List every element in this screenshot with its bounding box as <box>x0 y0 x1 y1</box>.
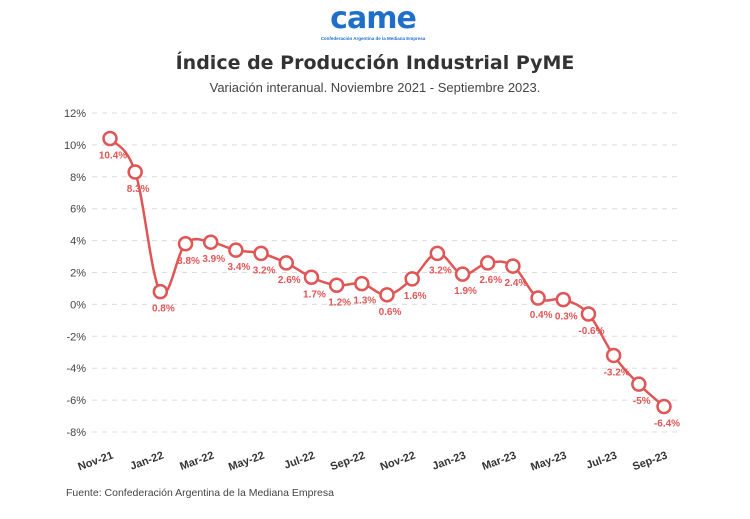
data-point <box>404 271 420 287</box>
data-point <box>580 306 597 322</box>
data-point <box>202 234 219 250</box>
data-point <box>505 258 521 274</box>
data-point <box>631 376 647 392</box>
x-tick-label: Jul-22 <box>282 450 316 472</box>
data-point <box>605 347 622 364</box>
y-tick-label: 10% <box>64 140 86 152</box>
data-label: 1.7% <box>303 289 326 300</box>
data-label: 0.6% <box>379 307 402 318</box>
data-label: 0.4% <box>530 310 553 321</box>
data-label: 1.6% <box>404 291 427 302</box>
data-point <box>253 245 269 262</box>
logo-mark: came <box>330 1 417 36</box>
x-tick-label: May-22 <box>227 450 266 474</box>
data-label: -6.4% <box>654 418 680 429</box>
y-tick-label: -6% <box>66 395 86 407</box>
y-tick-label: 8% <box>70 172 86 184</box>
data-label: 0.8% <box>152 304 175 315</box>
data-point <box>177 236 194 252</box>
x-tick-label: Mar-23 <box>481 450 518 473</box>
x-tick-label: Sep-22 <box>329 450 367 474</box>
y-tick-label: -4% <box>66 363 86 375</box>
x-tick-label: May-23 <box>529 450 568 474</box>
data-point <box>530 290 546 306</box>
data-label: 8.3% <box>127 184 150 195</box>
data-point <box>429 245 446 262</box>
y-tick-label: 2% <box>70 268 86 280</box>
data-point <box>354 275 370 292</box>
data-point <box>152 283 169 300</box>
x-tick-label: Jan-23 <box>431 450 468 473</box>
data-label: 1.2% <box>328 297 351 308</box>
came-logo: came Confederación Argentina de la Media… <box>318 2 428 50</box>
data-point <box>278 255 295 271</box>
data-label: 1.3% <box>353 296 376 307</box>
source-note: Fuente: Confederación Argentina de la Me… <box>66 487 334 499</box>
data-label: -0.6% <box>578 326 604 337</box>
x-tick-label: Mar-22 <box>178 450 215 473</box>
data-label: 10.4% <box>99 151 127 162</box>
data-label: -5% <box>633 396 651 407</box>
data-point <box>127 164 143 180</box>
y-tick-label: 4% <box>70 236 86 248</box>
chart-title: Índice de Producción Industrial PyME <box>175 52 575 74</box>
data-label: 1.9% <box>454 286 477 297</box>
data-point <box>102 130 118 147</box>
data-point <box>303 269 320 286</box>
y-tick-label: -2% <box>66 331 86 343</box>
y-tick-label: 6% <box>70 204 86 216</box>
data-label: 2.6% <box>479 275 502 286</box>
chart-subtitle: Variación interanual. Noviembre 2021 - S… <box>209 80 541 95</box>
data-label: 3.2% <box>253 265 276 276</box>
data-label: 3.8% <box>177 256 200 267</box>
x-tick-label: Jan-22 <box>129 450 166 473</box>
x-tick-label: Nov-22 <box>379 450 418 474</box>
y-tick-label: 0% <box>70 299 86 311</box>
x-tick-label: Nov-21 <box>76 450 115 474</box>
logo-subtitle: Confederación Argentina de la Mediana Em… <box>320 36 426 41</box>
data-label: 3.2% <box>429 265 452 276</box>
x-tick-label: Sep-23 <box>631 450 669 474</box>
data-label: -3.2% <box>604 367 630 378</box>
data-point <box>328 277 345 294</box>
data-point <box>228 242 244 258</box>
data-point <box>656 398 672 415</box>
data-label: 0.3% <box>555 312 578 323</box>
data-label: 3.9% <box>202 254 225 265</box>
x-tick-label: Jul-23 <box>585 450 619 472</box>
y-tick-label: 12% <box>64 108 86 120</box>
data-label: 3.4% <box>228 262 251 273</box>
data-label: 2.4% <box>505 278 528 289</box>
data-point <box>479 255 496 271</box>
data-point <box>379 287 395 303</box>
data-point <box>454 266 471 282</box>
y-tick-label: -8% <box>66 427 86 439</box>
data-label: 2.6% <box>278 275 301 286</box>
data-point <box>555 291 572 308</box>
